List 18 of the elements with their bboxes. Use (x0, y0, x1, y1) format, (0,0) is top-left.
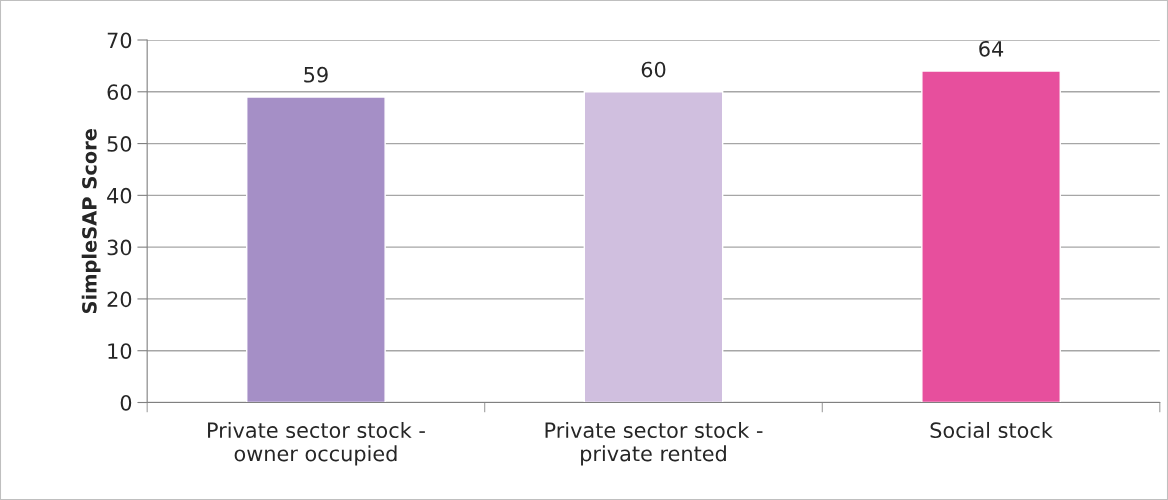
x-tick-label: Private sector stock - owner occupied (208, 421, 425, 466)
bar (246, 96, 386, 403)
data-label: 64 (979, 40, 1004, 57)
x-tick-label: Private sector stock - private rented (545, 421, 763, 466)
y-tick-label: 20 (107, 291, 132, 308)
data-label: 59 (304, 66, 328, 83)
x-tick-label: Social stock (930, 421, 1053, 439)
y-tick-label: 10 (108, 343, 132, 359)
y-tick-label: 70 (107, 32, 132, 49)
data-label: 60 (641, 61, 666, 78)
y-tick-label: 50 (107, 136, 132, 152)
y-axis-title: SimpleSAP Score (81, 128, 101, 314)
y-tick-label: 60 (107, 84, 132, 100)
bar (583, 91, 724, 403)
y-tick-label: 30 (107, 239, 132, 256)
y-tick-label: 40 (107, 187, 132, 204)
y-tick-label: 0 (120, 394, 132, 411)
bar (921, 70, 1061, 403)
